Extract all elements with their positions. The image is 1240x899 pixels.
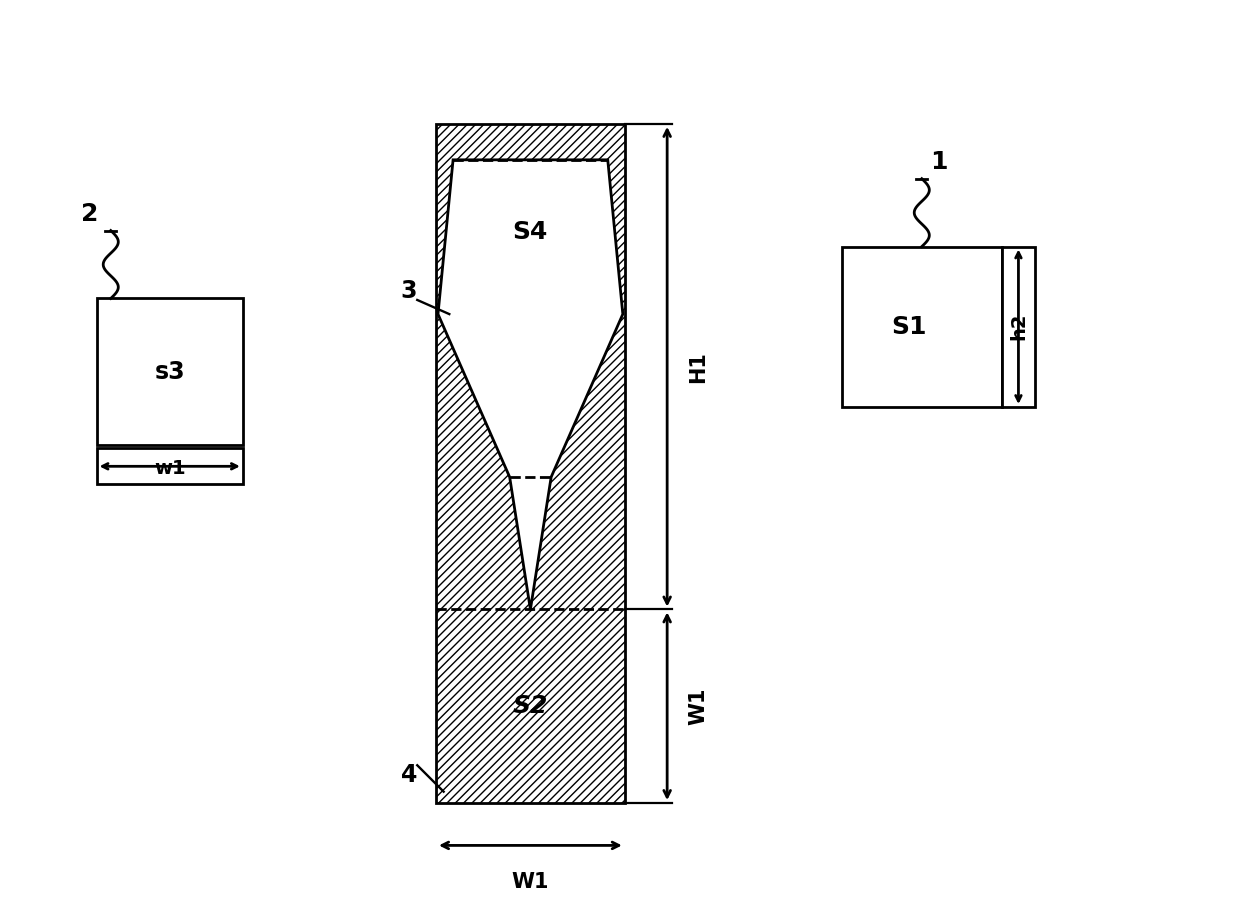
Text: W1: W1 bbox=[688, 688, 708, 725]
Text: 4: 4 bbox=[401, 762, 417, 787]
Text: s3: s3 bbox=[155, 360, 185, 384]
Text: W1: W1 bbox=[512, 872, 549, 892]
Text: w1: w1 bbox=[154, 458, 186, 477]
Text: S4: S4 bbox=[512, 220, 548, 245]
Bar bbox=[842, 246, 1002, 407]
Text: H1: H1 bbox=[688, 351, 708, 383]
Text: S1: S1 bbox=[892, 315, 926, 339]
Text: h2: h2 bbox=[1009, 313, 1028, 341]
Text: S2: S2 bbox=[512, 694, 548, 718]
Text: 3: 3 bbox=[401, 279, 417, 303]
Bar bbox=[1002, 246, 1035, 407]
Text: 2: 2 bbox=[82, 202, 99, 226]
Bar bbox=[97, 298, 243, 445]
Text: 1: 1 bbox=[930, 150, 947, 174]
Bar bbox=[97, 449, 243, 485]
Bar bbox=[436, 124, 625, 803]
Polygon shape bbox=[438, 160, 622, 610]
